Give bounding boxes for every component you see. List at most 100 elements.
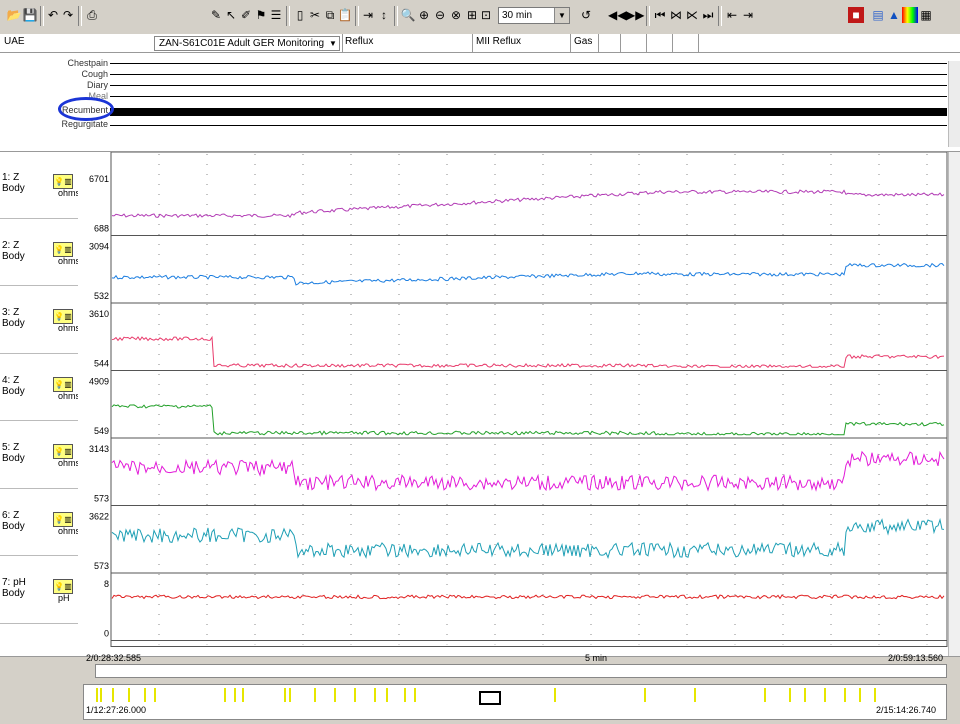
event-track-cough[interactable] xyxy=(110,74,947,75)
redo-icon[interactable]: ↷ xyxy=(62,8,74,22)
pointer-icon[interactable]: ↖ xyxy=(225,8,237,22)
channel-settings-icon[interactable]: 💡▥ xyxy=(53,511,73,527)
undo-icon[interactable]: ↶ xyxy=(47,8,59,22)
channel-trace[interactable] xyxy=(111,189,945,219)
edit-icon[interactable]: ✎ xyxy=(210,8,222,22)
time-window-select[interactable]: 30 min ▼ xyxy=(498,7,570,24)
warning-icon[interactable]: ▲ xyxy=(888,8,900,22)
overview-event-mark xyxy=(644,688,646,702)
event-track-diary[interactable] xyxy=(110,85,947,86)
channel-name: 5: Z xyxy=(2,442,20,453)
overview-viewport[interactable] xyxy=(479,691,501,705)
event-a-icon[interactable]: ⋈ xyxy=(670,8,682,22)
overview-event-mark xyxy=(112,688,114,702)
channel-divider xyxy=(0,487,78,489)
channel-trace[interactable] xyxy=(111,594,945,600)
save-icon[interactable]: 💾 xyxy=(22,8,38,22)
cut-icon[interactable]: ✂ xyxy=(309,8,321,22)
overview-event-mark xyxy=(154,688,156,702)
chevron-down-icon[interactable]: ▼ xyxy=(329,39,337,48)
channel-trace[interactable] xyxy=(111,404,945,436)
fit-icon[interactable]: ↕ xyxy=(381,8,387,22)
channel-settings-icon[interactable]: 💡▥ xyxy=(53,579,73,594)
overview-event-mark xyxy=(314,688,316,702)
events-scrollbar[interactable] xyxy=(948,61,960,147)
overview-start: 1/12:27:26.000 xyxy=(86,705,147,715)
next-event-icon[interactable]: ⏭ xyxy=(702,8,714,22)
channel-max-label: 3610 xyxy=(89,309,109,319)
channel-min-label: 573 xyxy=(94,494,109,504)
channel-settings-icon[interactable]: 💡▥ xyxy=(53,444,73,459)
report-icon[interactable]: ■ xyxy=(848,7,864,23)
select-icon[interactable]: ▯ xyxy=(296,8,304,22)
channel-site: Body xyxy=(2,520,25,532)
zoom-out-icon[interactable]: ⊕ xyxy=(418,8,430,22)
chevron-down-icon[interactable]: ▼ xyxy=(554,8,569,23)
print-icon[interactable]: ⎙ xyxy=(87,8,97,22)
channel-name: 4: Z xyxy=(2,374,20,386)
study-select[interactable]: ZAN-S61C01E Adult GER Monitoring ▼ xyxy=(154,36,340,51)
paste-icon[interactable]: 📋 xyxy=(337,8,353,22)
measure-icon[interactable]: ⊡ xyxy=(480,8,492,22)
gas-column[interactable]: Gas xyxy=(574,36,593,47)
channel-unit: ohms xyxy=(58,255,81,266)
event-track-regurgitate[interactable] xyxy=(110,125,947,126)
trace-plot[interactable]: 6701 688 3094 532 3610 544 4909 549 3143 573 3622 5… xyxy=(78,152,948,656)
channel-settings-icon[interactable]: 💡▥ xyxy=(53,241,73,257)
event-track-meal[interactable] xyxy=(110,96,947,97)
channel-settings-icon[interactable]: 💡▥ xyxy=(53,376,73,392)
study-header: UAE Reflux MII Reflux Gas xyxy=(0,34,960,53)
reflux-column[interactable]: Reflux xyxy=(345,36,374,47)
channel-unit: ohms xyxy=(58,323,81,333)
overview-event-mark xyxy=(824,688,826,702)
color-icon[interactable] xyxy=(902,7,918,23)
forward-icon[interactable]: ▶▶ xyxy=(626,8,645,22)
event-b-icon[interactable]: ⋉ xyxy=(686,8,698,22)
event-icon[interactable]: ⇥ xyxy=(362,8,374,22)
horizontal-scrollbar[interactable] xyxy=(95,664,947,678)
refresh-icon[interactable]: ↺ xyxy=(580,8,592,22)
event-track-recumbent[interactable] xyxy=(110,108,947,116)
channel-trace[interactable] xyxy=(111,450,945,492)
graph-icon[interactable]: ▤ xyxy=(872,8,884,22)
channel-max-label: 8 xyxy=(104,579,109,589)
event-label-cough: Cough xyxy=(81,69,108,79)
channel-min-label: 532 xyxy=(94,291,109,301)
overview-strip[interactable]: 1/12:27:26.000 2/15:14:26.740 xyxy=(83,684,947,720)
overview-event-mark xyxy=(128,688,130,702)
end-icon[interactable]: ⇥ xyxy=(742,8,754,22)
channel-site: Body xyxy=(2,385,25,397)
patient-label: UAE xyxy=(4,36,25,47)
event-track-chestpain[interactable] xyxy=(110,63,947,64)
channel-trace[interactable] xyxy=(111,517,945,559)
zoom-y-icon[interactable]: ⊗ xyxy=(450,8,462,22)
zoom-x-icon[interactable]: ⊖ xyxy=(434,8,446,22)
overview-event-mark xyxy=(100,688,102,702)
channel-max-label: 3143 xyxy=(89,444,109,454)
table-icon[interactable]: ▦ xyxy=(920,8,932,22)
overview-event-mark xyxy=(404,688,406,702)
channel-name: 6: Z xyxy=(2,509,20,521)
events-panel: Chestpain Cough Diary Meal Recumbent Reg… xyxy=(0,53,960,153)
zoom-in-icon[interactable]: 🔍 xyxy=(400,8,416,22)
overview-event-mark xyxy=(234,688,236,702)
marker-icon[interactable]: ⚑ xyxy=(255,8,267,22)
channel-trace[interactable] xyxy=(111,262,945,286)
list-icon[interactable]: ☰ xyxy=(270,8,282,22)
channel-settings-icon[interactable]: 💡▥ xyxy=(53,309,73,324)
zoom-box-icon[interactable]: ⊞ xyxy=(466,8,478,22)
channel-trace[interactable] xyxy=(111,335,945,369)
copy-icon[interactable]: ⧉ xyxy=(325,8,335,22)
prev-event-icon[interactable]: ⏮ xyxy=(654,8,666,22)
pen-icon[interactable]: ✐ xyxy=(240,8,252,22)
start-icon[interactable]: ⇤ xyxy=(726,8,738,22)
event-label-regurgitate: Regurgitate xyxy=(61,119,108,129)
channel-settings-icon[interactable]: 💡▥ xyxy=(53,174,73,189)
rewind-icon[interactable]: ◀◀ xyxy=(608,8,627,22)
channel-divider xyxy=(0,217,78,219)
open-icon[interactable]: 📂 xyxy=(6,8,22,22)
mii-reflux-column[interactable]: MII Reflux xyxy=(476,36,522,47)
channel-unit: ohms xyxy=(58,188,81,198)
vertical-scrollbar[interactable] xyxy=(948,152,960,656)
channel-name: 7: pH xyxy=(2,577,26,588)
